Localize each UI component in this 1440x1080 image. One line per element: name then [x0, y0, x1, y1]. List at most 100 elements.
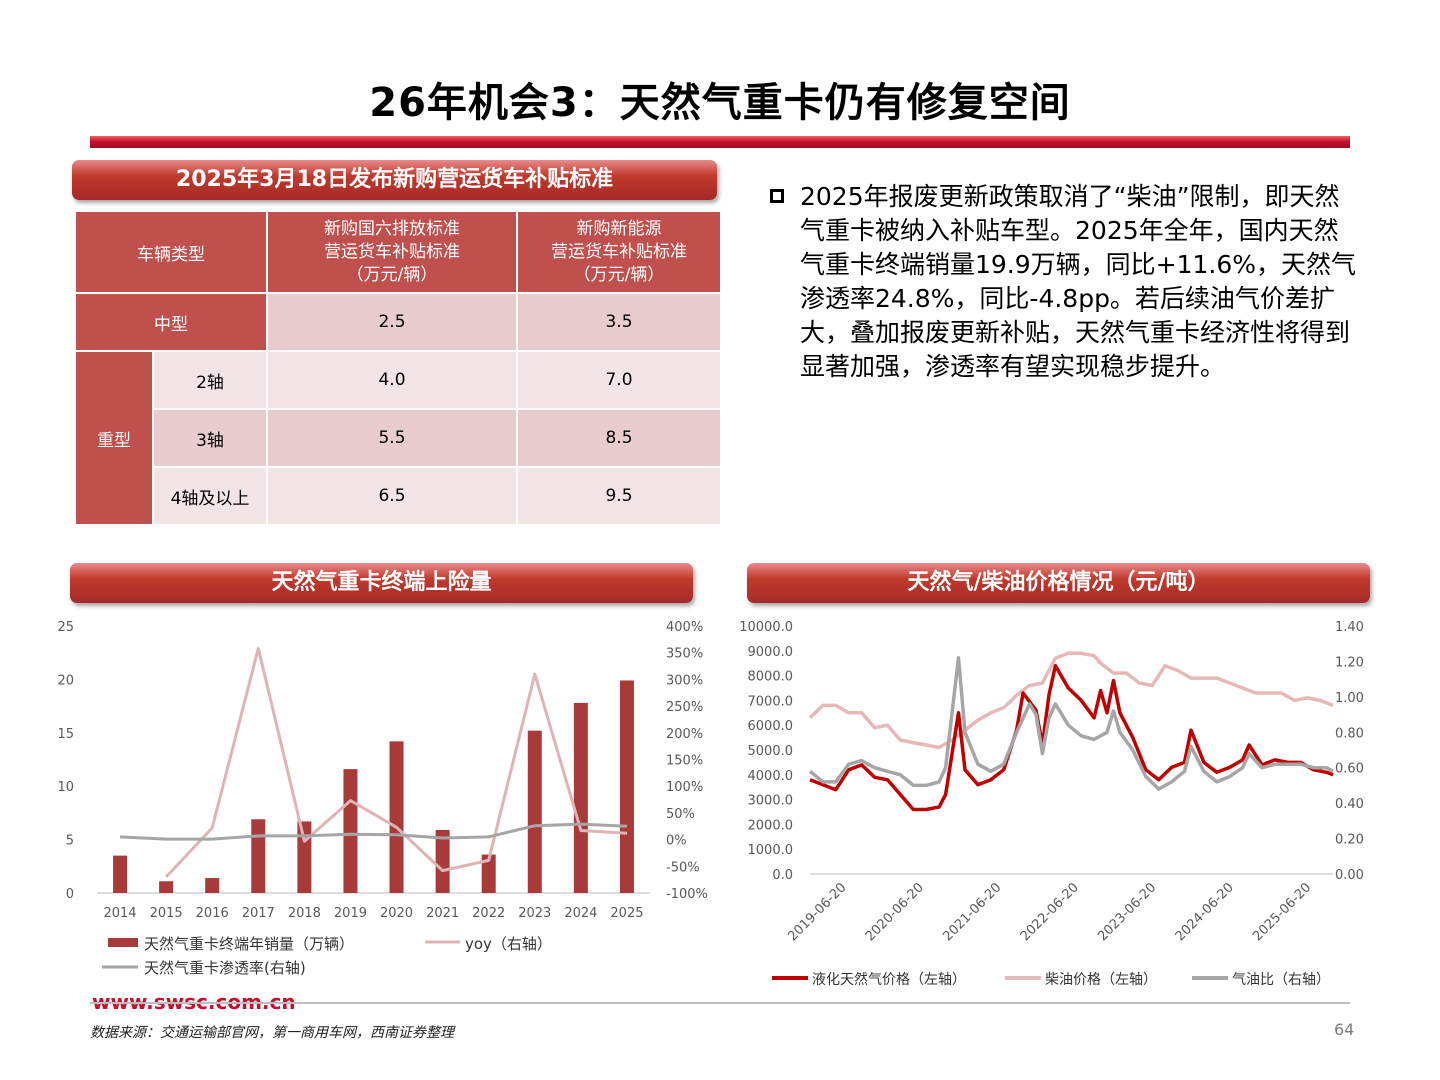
- header-newenergy-subsidy: 新购新能源 营运货车补贴标准 （万元/辆）: [516, 210, 722, 294]
- cell-newenergy: 7.0: [516, 350, 722, 410]
- y-left-tick-label: 20: [57, 673, 74, 688]
- legend-label-penetration: 天然气重卡渗透率(右轴): [144, 959, 306, 977]
- header-guoliu-subsidy: 新购国六排放标准 营运货车补贴标准 （万元/辆）: [266, 210, 518, 294]
- x-tick-label: 2021: [426, 906, 459, 921]
- x-tick-label: 2024: [564, 906, 597, 921]
- y-left-tick-label: 6000.0: [748, 719, 794, 734]
- x-tick-label: 2019-06-20: [785, 880, 849, 944]
- header-guoliu-line3: （万元/辆）: [346, 264, 438, 285]
- bullet-text: 2025年报废更新政策取消了“柴油”限制，即天然气重卡被纳入补贴车型。2025年…: [800, 182, 1357, 381]
- y-right-tick-label: 200%: [666, 727, 703, 742]
- y-left-tick-label: 0.0: [772, 868, 793, 883]
- y-left-tick-label: 4000.0: [748, 769, 794, 784]
- y-right-tick-label: 350%: [666, 647, 703, 662]
- y-left-tick-label: 3000.0: [748, 794, 794, 809]
- y-right-tick-label: 0.00: [1335, 868, 1364, 883]
- table-row: 4轴及以上 6.5 9.5: [75, 466, 722, 526]
- x-tick-label: 2022-06-20: [1018, 880, 1082, 944]
- header-ne-line3: （万元/辆）: [573, 264, 665, 285]
- cell-axle: 4轴及以上: [152, 466, 268, 526]
- square-bullet-icon: [770, 189, 784, 203]
- y-right-tick-label: 100%: [666, 780, 703, 795]
- x-tick-label: 2023-06-20: [1095, 880, 1159, 944]
- header-ne-line2: 营运货车补贴标准: [551, 241, 687, 262]
- bar-sales: [297, 821, 312, 893]
- y-left-tick-label: 10: [57, 780, 74, 795]
- x-tick-label: 2019: [334, 906, 367, 921]
- x-tick-label: 2024-06-20: [1173, 880, 1237, 944]
- y-left-tick-label: 10000.0: [739, 620, 793, 635]
- data-source-note: 数据来源：交通运输部官网，第一商用车网，西南证券整理: [90, 1025, 454, 1041]
- y-right-tick-label: 0.80: [1335, 726, 1364, 741]
- page-title: 26年机会3：天然气重卡仍有修复空间: [369, 80, 1071, 126]
- right-chart-title: 天然气/柴油价格情况（元/吨）: [747, 563, 1370, 603]
- series-line-penetration: [119, 822, 628, 841]
- y-left-tick-label: 25: [57, 620, 74, 635]
- footer-divider: [90, 1002, 1350, 1004]
- bar-sales: [527, 730, 542, 893]
- row-heavy-label: 重型: [74, 350, 154, 526]
- y-left-tick-label: 0: [66, 887, 74, 902]
- cell-guoliu: 6.5: [266, 466, 518, 526]
- y-right-tick-label: 150%: [666, 754, 703, 769]
- row-medium-label: 中型: [74, 292, 268, 352]
- cell-medium-newenergy: 3.5: [516, 292, 722, 352]
- page-number: 64: [1334, 1020, 1355, 1039]
- series-line-gas-oil-ratio: [808, 656, 1334, 791]
- series-line-diesel-price: [808, 651, 1334, 750]
- x-tick-label: 2015: [150, 906, 183, 921]
- cell-guoliu: 5.5: [266, 408, 518, 468]
- y-left-tick-label: 8000.0: [748, 670, 794, 685]
- legend-label-lng: 液化天然气价格（左轴）: [812, 971, 966, 988]
- x-tick-label: 2016: [196, 906, 229, 921]
- x-tick-label: 2021-06-20: [940, 880, 1004, 944]
- left-sales-chart: 0510152025-100%-50%0%50%100%150%200%250%…: [57, 620, 708, 977]
- bar-sales: [389, 741, 404, 893]
- y-left-tick-label: 1000.0: [748, 843, 794, 858]
- y-right-tick-label: -100%: [666, 887, 708, 902]
- cell-guoliu: 4.0: [266, 350, 518, 410]
- series-line-lng-price: [809, 663, 1334, 812]
- y-right-tick-label: 0.20: [1335, 833, 1364, 848]
- x-tick-label: 2023: [518, 906, 551, 921]
- y-left-tick-label: 7000.0: [748, 694, 794, 709]
- legend-swatch-bar: [108, 938, 138, 947]
- table-section-title: 2025年3月18日发布新购营运货车补贴标准: [72, 160, 717, 200]
- bar-sales: [343, 769, 358, 893]
- y-right-tick-label: 1.00: [1335, 691, 1364, 706]
- x-tick-label: 2017: [242, 906, 275, 921]
- y-right-tick-label: 1.40: [1335, 620, 1364, 635]
- cell-axle: 2轴: [152, 350, 268, 410]
- y-right-tick-label: 0.40: [1335, 797, 1364, 812]
- x-tick-label: 2022: [472, 906, 505, 921]
- x-tick-label: 2020: [380, 906, 413, 921]
- bar-sales: [251, 819, 266, 893]
- header-ne-line1: 新购新能源: [576, 218, 662, 239]
- title-divider-bar: [90, 136, 1350, 148]
- bar-sales: [619, 680, 634, 893]
- y-right-tick-label: 0.60: [1335, 762, 1364, 777]
- table-row: 中型 2.5 3.5: [74, 292, 722, 352]
- bar-sales: [113, 855, 128, 893]
- series-line-yoy: [165, 646, 628, 879]
- y-right-tick-label: 0%: [666, 834, 687, 849]
- y-right-tick-label: -50%: [666, 860, 700, 875]
- legend-label-yoy: yoy（右轴）: [465, 935, 552, 953]
- subsidy-table: 车辆类型 新购国六排放标准 营运货车补贴标准 （万元/辆） 新购新能源 营运货车…: [74, 210, 722, 526]
- right-price-chart: 0.0 1000.0 2000.0 3000.0 4000.0 5000.0 6000.0 7…: [739, 620, 1364, 988]
- table-row: 3轴 5.5 8.5: [75, 408, 722, 468]
- left-chart-title: 天然气重卡终端上险量: [70, 563, 693, 603]
- y-right-tick-label: 300%: [666, 673, 703, 688]
- table-row: 重型 2轴 4.0 7.0: [74, 350, 722, 526]
- legend-label-ratio: 气油比（右轴）: [1232, 972, 1330, 988]
- cell-newenergy: 9.5: [516, 466, 722, 526]
- y-left-tick-label: 9000.0: [748, 645, 794, 660]
- y-right-tick-label: 50%: [666, 807, 695, 822]
- y-right-tick-label: 250%: [666, 700, 703, 715]
- bar-sales: [205, 878, 220, 893]
- bar-sales: [481, 854, 496, 893]
- y-left-tick-label: 5000.0: [748, 744, 794, 759]
- y-left-tick-label: 15: [57, 727, 74, 742]
- legend-label-sales: 天然气重卡终端年销量（万辆）: [144, 935, 354, 953]
- x-tick-label: 2018: [288, 906, 321, 921]
